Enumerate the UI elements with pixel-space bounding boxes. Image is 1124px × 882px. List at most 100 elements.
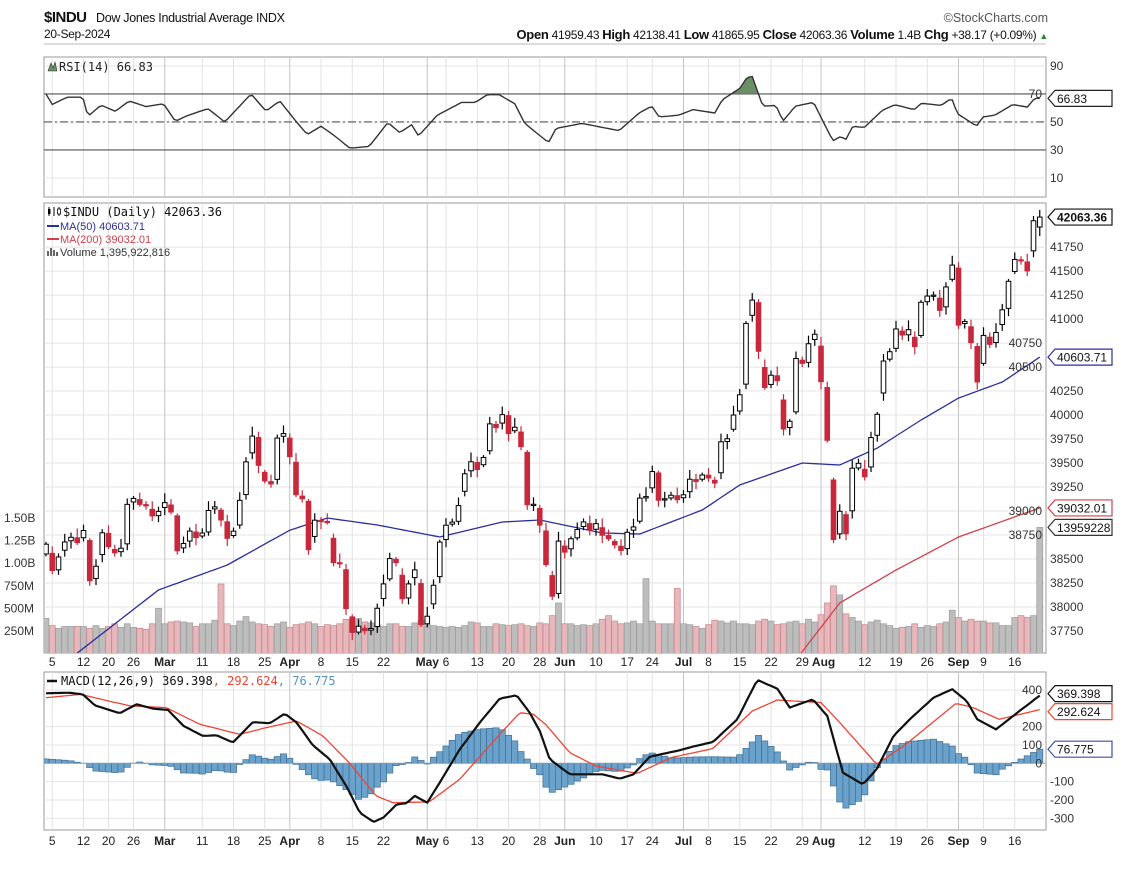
volume-bar (536, 622, 544, 653)
candle (543, 522, 549, 567)
candle-body (211, 506, 218, 510)
volume-bar (442, 627, 450, 653)
candle (961, 319, 968, 329)
candle-body (674, 495, 681, 501)
candle-body (799, 359, 806, 364)
histogram-bar (842, 762, 850, 809)
histogram-bar (973, 762, 981, 774)
histogram-bar (298, 762, 306, 770)
candle (793, 351, 799, 415)
chart-date: 20-Sep-2024 (44, 27, 111, 41)
symbol-full-name: Dow Jones Industrial Average (96, 11, 253, 25)
candle-body (268, 481, 274, 485)
price-tick-label: 38750 (1009, 528, 1043, 542)
candle-body (761, 367, 768, 389)
candle-body (918, 301, 924, 337)
candle-body (680, 494, 687, 499)
candle-body (768, 374, 774, 385)
x-axis-top-label: 28 (533, 655, 547, 669)
histogram-bar (48, 758, 56, 764)
close-label: Close (762, 27, 797, 42)
candle-body (936, 297, 943, 311)
histogram-bar (561, 762, 569, 788)
volume-tick-label: 1.25B (4, 534, 35, 548)
x-axis-bottom-label: 12 (858, 834, 872, 848)
histogram-bar (55, 759, 62, 764)
price-tick-label: 41250 (1050, 288, 1084, 302)
candle (899, 326, 906, 341)
histogram-bar (1017, 758, 1025, 764)
candle (911, 331, 918, 355)
histogram-bar (386, 762, 394, 774)
candle-body (493, 423, 499, 429)
volume-bar (692, 626, 700, 653)
x-axis-bottom-label: 8 (318, 834, 325, 848)
candle-body (349, 616, 356, 633)
candle-body (774, 375, 781, 382)
x-axis-bottom-label: May (416, 834, 440, 848)
candle-body (861, 468, 868, 478)
volume-bar (486, 626, 494, 653)
candle-body (749, 299, 756, 316)
histogram-bar (205, 762, 212, 773)
x-axis-top-label: 22 (377, 655, 391, 669)
histogram-bar (692, 756, 700, 764)
candle (311, 513, 318, 543)
candle-body (80, 529, 87, 539)
histogram-bar (730, 756, 737, 764)
candle-body (374, 607, 381, 628)
histogram-bar (586, 762, 594, 776)
candle-body (418, 583, 424, 626)
histogram-bar (280, 753, 287, 764)
symbol-name: Dow Jones Industrial Average INDX (96, 11, 285, 25)
rsi-tick-label: 30 (1050, 143, 1064, 157)
high-value: 42138.41 (633, 28, 681, 42)
candle (905, 320, 912, 342)
candle (205, 501, 212, 536)
candle (586, 515, 593, 536)
histogram-bar (992, 762, 1000, 776)
candle-body (99, 532, 106, 556)
x-axis-bottom-label: 18 (227, 834, 241, 848)
histogram-bar (936, 741, 944, 764)
candle (318, 516, 324, 530)
volume-bar (586, 625, 594, 653)
candle (61, 533, 68, 557)
candle-body (86, 540, 93, 582)
x-axis-bottom-label: Sep (947, 834, 969, 848)
x-axis-bottom-label: 16 (1008, 834, 1022, 848)
symbol-exchange: INDX (255, 11, 285, 25)
volume-bar (617, 623, 625, 653)
candle-body (243, 461, 249, 496)
candle-body (105, 532, 112, 548)
histogram-bar (186, 762, 194, 774)
stockcharts-watermark[interactable]: ©StockCharts.com (943, 11, 1048, 25)
candle (655, 470, 662, 507)
rsi-tick-label: 50 (1050, 115, 1064, 129)
candle-body (480, 456, 487, 466)
candle-body (124, 503, 131, 545)
x-axis-top-label: 16 (1008, 655, 1022, 669)
candle (293, 452, 299, 498)
candle-body (705, 474, 712, 479)
candle-body (980, 334, 987, 364)
volume-bar (473, 622, 481, 653)
histogram-bar (92, 762, 100, 772)
x-axis-bottom-label: 12 (77, 834, 91, 848)
histogram-bar (986, 762, 994, 775)
close-price-tag-box (1047, 208, 1113, 226)
volume-bar (892, 627, 900, 653)
histogram-bar (261, 757, 269, 764)
volume-bar (186, 622, 194, 653)
x-axis-top-label: 26 (921, 655, 935, 669)
candle (799, 356, 806, 368)
macd-legend-part: , 292.624 (213, 674, 278, 688)
histogram-bar (923, 739, 931, 764)
volume-bar (480, 626, 487, 653)
candle-body (1036, 216, 1043, 228)
candle-body (736, 394, 743, 412)
histogram-tag-box (1047, 740, 1113, 758)
macd-panel: MACD(12,26,9) 369.398, 292.624, 76.775 40… (43, 671, 1074, 831)
candle (1030, 216, 1037, 258)
candle-body (874, 413, 881, 436)
